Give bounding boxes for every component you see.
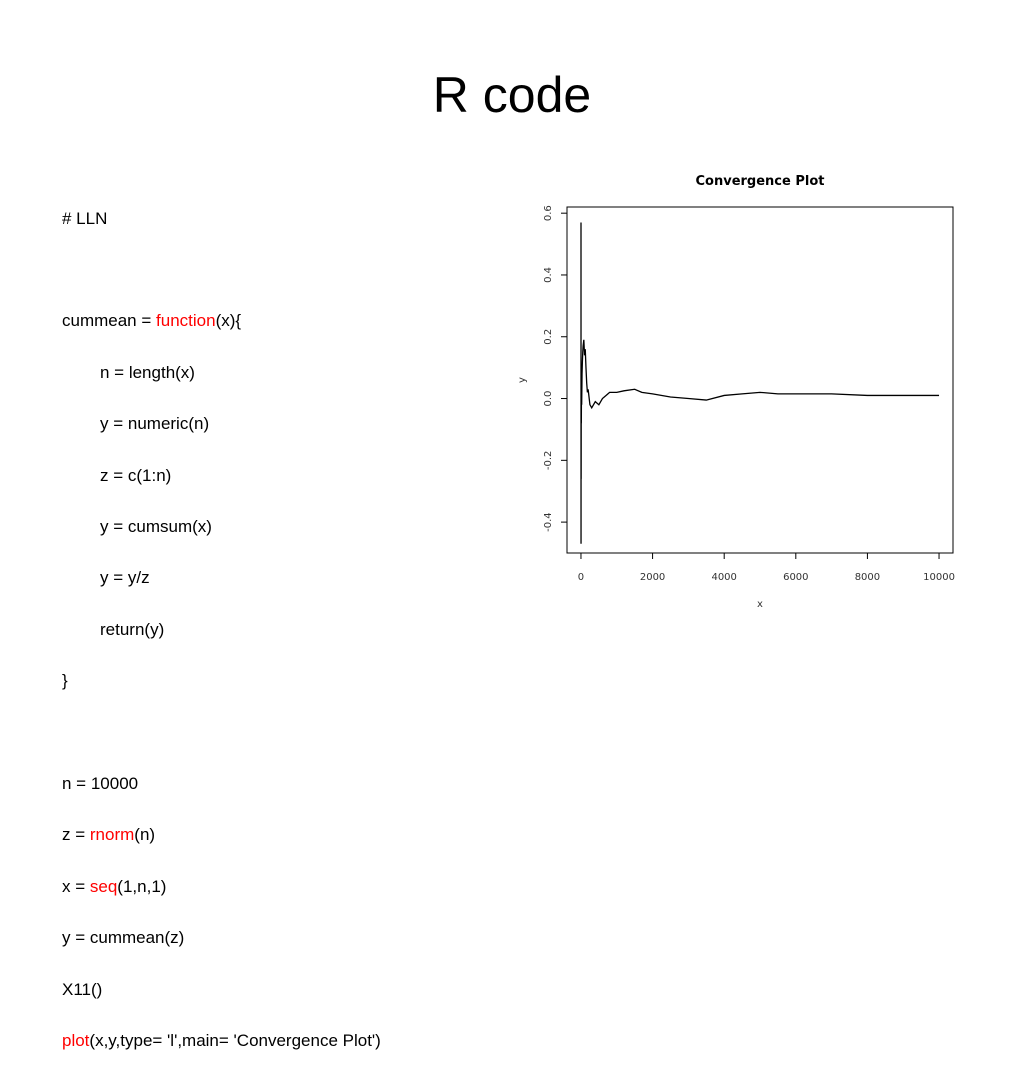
x-tick-label: 8000 <box>855 572 880 583</box>
x-tick-label: 2000 <box>640 572 665 583</box>
code-text: n = 10000 <box>62 774 139 793</box>
code-text: X11() <box>62 979 103 999</box>
slide: R code # LLN cummean = function(x){ n = … <box>62 67 955 1050</box>
x-tick-label: 6000 <box>783 572 808 583</box>
code-keyword: seq <box>89 876 118 896</box>
y-tick-label: -0.2 <box>543 451 554 471</box>
x-tick-label: 0 <box>578 572 584 583</box>
code-text: (x,y,type= 'l',main= 'Convergence Plot') <box>89 1030 381 1050</box>
line <box>580 222 940 544</box>
slide-title: R code <box>432 67 592 123</box>
code-text: y = cumsum(x) <box>100 517 212 537</box>
code-text: # LLN <box>62 208 108 228</box>
code-keyword: function <box>156 311 216 331</box>
code-text: x = <box>62 876 90 896</box>
x-tick-label: 10000 <box>923 572 955 583</box>
y-tick-label: 0.6 <box>543 205 554 221</box>
y-tick-label: -0.4 <box>543 512 554 532</box>
y-axis-label: y <box>517 377 528 383</box>
code-text: n = length(x) <box>100 362 195 382</box>
code-keyword: rnorm <box>89 825 135 845</box>
chart-title: Convergence Plot <box>696 174 825 189</box>
code-text: y = y/z <box>100 568 150 588</box>
x-tick-label: 4000 <box>711 572 736 583</box>
code-text: cummean = <box>62 311 157 331</box>
y-tick-label: 0.0 <box>543 391 554 407</box>
code-text: (x){ <box>215 311 242 331</box>
code-text: y = numeric(n) <box>100 414 210 434</box>
code-text: z = c(1:n) <box>100 465 172 485</box>
code-text: } <box>62 671 68 691</box>
code-text: (n) <box>134 825 156 845</box>
code-text: (1,n,1) <box>117 876 167 896</box>
code-text: y = cummean(z) <box>62 928 185 948</box>
code-keyword: plot <box>62 1030 90 1050</box>
y-tick-label: 0.2 <box>543 329 554 345</box>
x-axis-label: x <box>757 599 763 610</box>
plot-frame <box>566 206 954 554</box>
y-tick-label: 0.4 <box>543 267 554 283</box>
chart: Convergence Plot x y 0 2000 4000 6000 8000 10… <box>517 174 955 610</box>
code-text: return(y) <box>100 619 165 639</box>
code-text: z = <box>62 825 90 845</box>
